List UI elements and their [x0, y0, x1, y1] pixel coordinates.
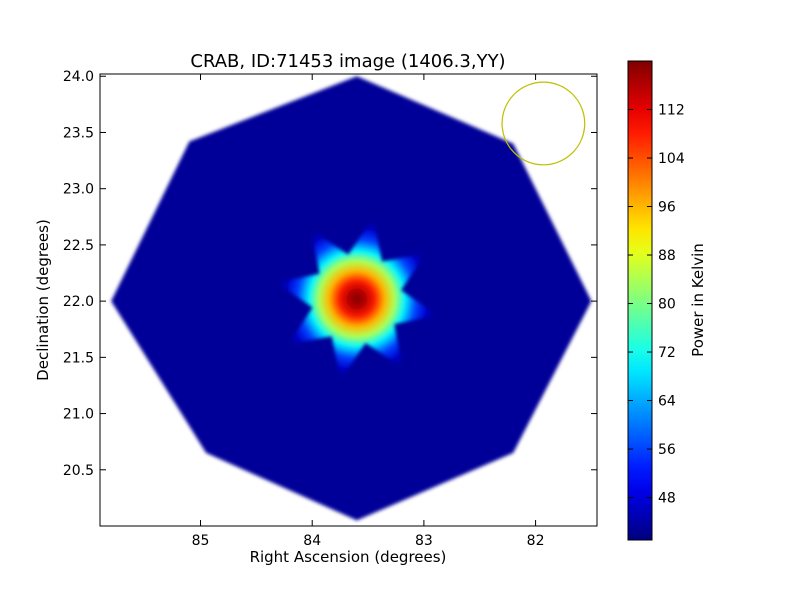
- y-tick-label: 21.5: [63, 350, 94, 366]
- colorbar-tick-label: 48: [658, 491, 676, 507]
- colorbar: 48 56 64 72 80 88 96 104 112 Power in Kelvin: [627, 60, 707, 541]
- y-tick-label: 24.0: [63, 69, 94, 85]
- colorbar-tick-label: 56: [658, 442, 676, 458]
- colorbar-tick-label: 64: [658, 394, 676, 410]
- x-tick-label: 82: [527, 533, 545, 549]
- y-axis: 20.5 21.0 21.5 22.0 22.5 23.0 23.5 24.0: [63, 69, 597, 479]
- x-tick-label: 83: [415, 533, 433, 549]
- y-tick-label: 22.0: [63, 294, 94, 310]
- colorbar-frame: [627, 60, 653, 541]
- source-emission: [276, 218, 438, 380]
- colorbar-tick-label: 88: [658, 248, 676, 264]
- chart-title: CRAB, ID:71453 image (1406.3,YY): [190, 51, 505, 72]
- x-axis: 85 84 83 82: [192, 74, 545, 549]
- y-tick-label: 20.5: [63, 463, 94, 479]
- x-tick-label: 85: [192, 533, 210, 549]
- y-tick-label: 23.0: [63, 182, 94, 198]
- y-axis-label: Declination (degrees): [34, 219, 52, 381]
- x-tick-label: 84: [303, 533, 321, 549]
- colorbar-tick-label: 112: [658, 103, 685, 119]
- colorbar-tick-label: 72: [658, 345, 676, 361]
- x-axis-label: Right Ascension (degrees): [250, 548, 447, 566]
- colorbar-fill: [628, 61, 652, 540]
- y-tick-label: 23.5: [63, 125, 94, 141]
- plot-area: [99, 73, 598, 527]
- colorbar-tick-label: 104: [658, 151, 685, 167]
- colorbar-ticks: 48 56 64 72 80 88 96 104 112: [628, 103, 685, 507]
- colorbar-label: Power in Kelvin: [689, 243, 707, 357]
- y-tick-label: 22.5: [63, 238, 94, 254]
- y-tick-label: 21.0: [63, 407, 94, 423]
- plot-frame: [99, 73, 598, 527]
- beam-circle: [501, 81, 586, 166]
- colorbar-tick-label: 80: [658, 297, 676, 313]
- colorbar-tick-label: 96: [658, 200, 676, 216]
